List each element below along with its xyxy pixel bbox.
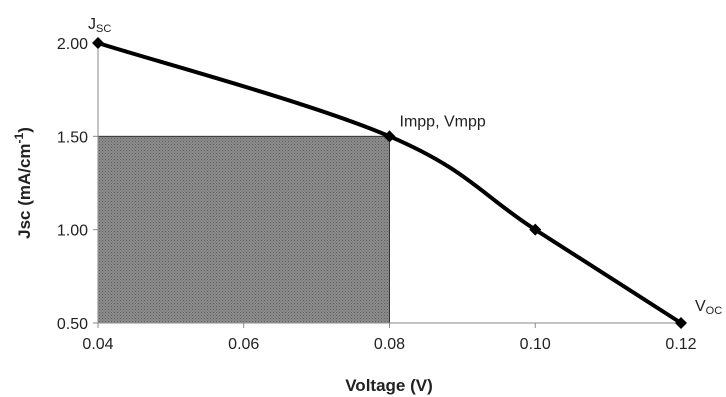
annotation-main: Impp, Vmpp bbox=[400, 113, 486, 130]
y-axis-title-main: Jsc (mA/cm bbox=[15, 143, 34, 238]
max-power-rectangle bbox=[97, 135, 390, 324]
data-point-marker bbox=[383, 130, 396, 143]
data-point-marker bbox=[529, 223, 542, 236]
point-annotation: JSC bbox=[88, 16, 111, 35]
y-tick-label: 0.50 bbox=[57, 316, 88, 333]
y-tick-label: 2.00 bbox=[57, 36, 88, 53]
y-axis-title-close: ) bbox=[15, 127, 34, 133]
point-annotation: VOC bbox=[695, 298, 722, 317]
x-tick-label: 0.08 bbox=[374, 336, 405, 353]
annotation-main: J bbox=[88, 16, 96, 33]
x-tick-label: 0.04 bbox=[82, 336, 113, 353]
annotation-subscript: SC bbox=[96, 23, 111, 35]
x-tick-label: 0.06 bbox=[228, 336, 259, 353]
annotation-subscript: OC bbox=[706, 305, 723, 317]
y-tick-label: 1.50 bbox=[57, 129, 88, 146]
x-axis-title: Voltage (V) bbox=[345, 376, 433, 395]
x-tick-label: 0.10 bbox=[520, 336, 551, 353]
y-axis-title-sup: -1 bbox=[12, 132, 26, 143]
data-point-marker bbox=[92, 37, 104, 49]
x-tick-label: 0.12 bbox=[665, 336, 696, 353]
y-tick-label: 1.00 bbox=[57, 223, 88, 240]
point-annotation: Impp, Vmpp bbox=[400, 113, 486, 130]
annotation-main: V bbox=[695, 298, 706, 315]
data-point-marker bbox=[675, 317, 687, 329]
y-axis-title: Jsc (mA/cm-1) bbox=[12, 127, 34, 239]
jv-curve-line bbox=[97, 41, 683, 325]
